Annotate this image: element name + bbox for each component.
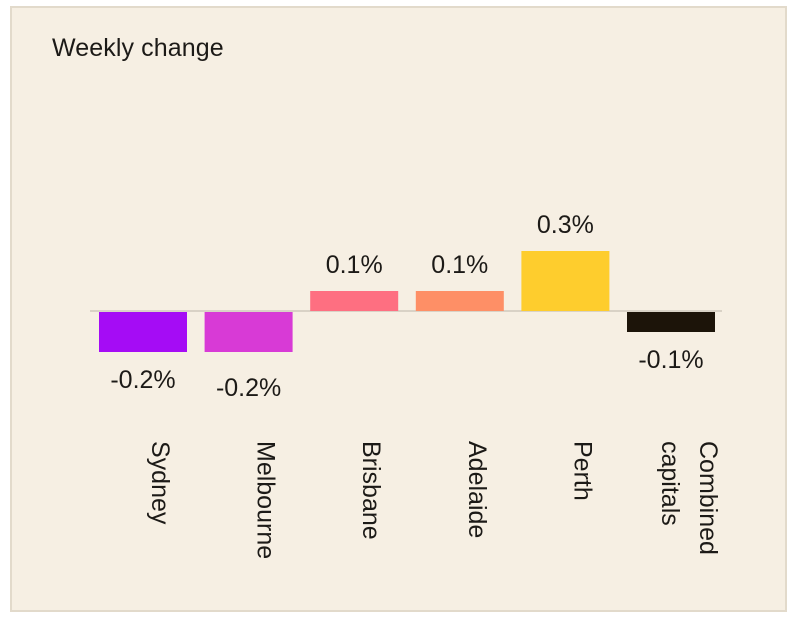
data-label: 0.1% <box>431 251 488 279</box>
category-label: Combined capitals <box>656 441 722 555</box>
category-label: Sydney <box>146 441 174 525</box>
category-label-line: capitals <box>656 441 684 526</box>
bar-combined-capitals <box>627 312 715 332</box>
data-label: -0.2% <box>216 374 281 402</box>
chart-card: Weekly change <box>10 6 787 612</box>
bar-adelaide <box>415 291 504 311</box>
bar-brisbane <box>310 291 399 311</box>
data-label: -0.2% <box>110 366 175 394</box>
data-label: 0.3% <box>537 211 594 239</box>
bar-sydney <box>99 312 187 352</box>
category-label: Brisbane <box>357 441 385 540</box>
category-label: Adelaide <box>463 441 491 538</box>
data-label: 0.1% <box>326 251 383 279</box>
category-label: Melbourne <box>252 441 280 559</box>
category-label-line: Combined <box>694 441 722 555</box>
category-label: Perth <box>568 441 596 501</box>
data-label: -0.1% <box>638 346 703 374</box>
chart-title: Weekly change <box>52 34 224 62</box>
bar-melbourne <box>204 312 293 352</box>
bar-perth <box>521 251 610 311</box>
